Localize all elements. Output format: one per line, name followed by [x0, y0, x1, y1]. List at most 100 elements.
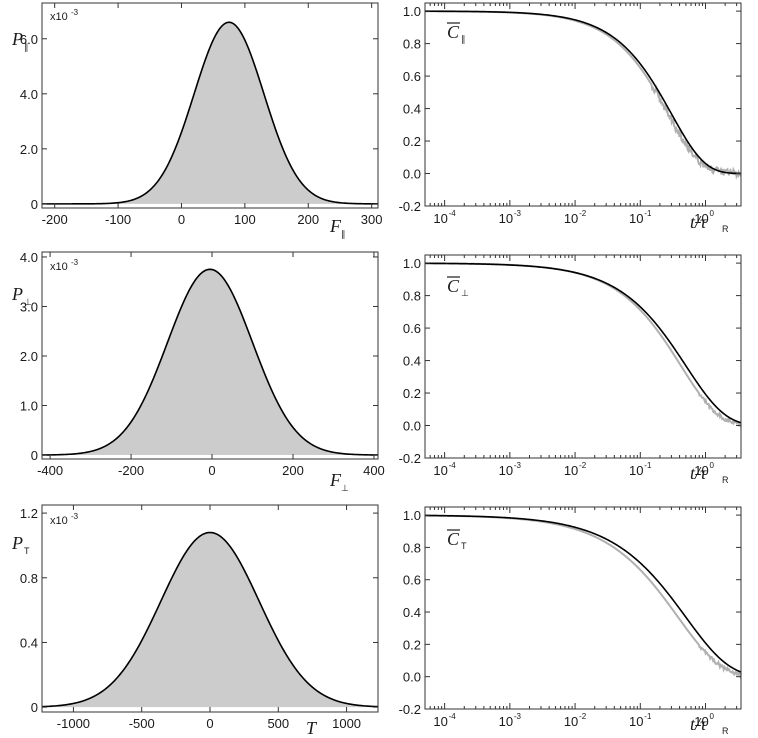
c-perp-ytick-label: 0.2	[403, 386, 421, 401]
p-par-xlabel-sub: ∥	[341, 229, 346, 239]
p-perp-xtick-label: -200	[118, 463, 144, 478]
c-perp-ylabel-sub: ⊥	[461, 288, 469, 298]
p-par-ytick-label: 2.0	[20, 142, 38, 157]
c-t-xtick-exp: -3	[514, 712, 522, 721]
c-perp-frame	[424, 254, 742, 459]
panel-c-torque: 10 -4 10 -3 10 -2 10 -1 10 0-0.20.00.20.40.60.81.…	[399, 506, 742, 736]
panel-c-perpendicular: 10 -4 10 -3 10 -2 10 -1 10 0-0.20.00.20.40.60.81.…	[399, 254, 742, 485]
p-perp-ytick-label: 2.0	[20, 349, 38, 364]
c-par-xtick-exp: 0	[710, 209, 715, 218]
p-perp-xlabel: F	[329, 470, 342, 490]
p-par-xtick-label: -200	[42, 212, 68, 227]
p-par-ylabel: P	[11, 29, 23, 49]
c-par-ytick-label: 1.0	[403, 4, 421, 19]
p-par-ytick-label: 0	[31, 197, 38, 212]
c-t-xtick-label: 10	[499, 714, 513, 729]
c-par-frame	[424, 2, 742, 207]
c-t-ytick-label: 0.0	[403, 670, 421, 685]
p-t-xtick-label: 500	[267, 716, 289, 731]
p-perp-histogram	[42, 269, 378, 456]
c-perp-xtick-label: 10	[694, 463, 708, 478]
p-t-ylabel-sub: T	[24, 546, 30, 556]
c-par-xtick-label: 10	[433, 211, 447, 226]
c-par-xtick-label: 10	[499, 211, 513, 226]
c-t-xlabel-sub: R	[722, 726, 729, 736]
p-perp-xtick-label: -400	[37, 463, 63, 478]
c-t-ytick-label: -0.2	[399, 702, 421, 717]
c-perp-data-line	[424, 262, 742, 428]
c-perp-xtick-exp: -4	[449, 461, 457, 470]
p-par-ytick-label: 6.0	[20, 32, 38, 47]
p-t-xlabel: T	[306, 718, 318, 738]
p-t-ytick-label: 0	[31, 700, 38, 715]
c-perp-xlabel: t/τ	[690, 463, 707, 483]
p-perp-ytick-label: 3.0	[20, 299, 38, 314]
p-perp-ylabel: P	[11, 284, 23, 304]
p-perp-ytick-label: 0	[31, 448, 38, 463]
c-t-xtick-exp: -2	[579, 712, 587, 721]
c-par-ytick-label: 0.0	[403, 167, 421, 182]
c-t-ytick-label: 0.8	[403, 540, 421, 555]
p-perp-xlabel-sub: ⊥	[341, 483, 349, 493]
c-t-ytick-label: 1.0	[403, 508, 421, 523]
c-par-xlabel: t/τ	[690, 212, 707, 232]
p-par-histogram	[42, 22, 378, 204]
p-par-ylabel-sub: ∥	[24, 42, 29, 52]
p-par-multiplier: x10	[50, 11, 68, 23]
p-perp-xtick-label: 0	[208, 463, 215, 478]
p-t-xtick-label: 1000	[332, 716, 361, 731]
c-perp-ytick-label: -0.2	[399, 451, 421, 466]
c-perp-xtick-label: 10	[499, 463, 513, 478]
c-t-data-line	[424, 514, 742, 680]
c-par-xtick-label: 10	[629, 211, 643, 226]
c-t-xtick-exp: 0	[710, 712, 715, 721]
p-perp-ytick-label: 4.0	[20, 250, 38, 265]
p-t-histogram	[42, 532, 378, 708]
c-perp-ytick-label: 0.8	[403, 289, 421, 304]
p-perp-ytick-label: 1.0	[20, 399, 38, 414]
c-par-ytick-label: 0.2	[403, 134, 421, 149]
p-t-ylabel: P	[11, 533, 23, 553]
p-t-ytick-label: 1.2	[20, 506, 38, 521]
p-t-xtick-label: 0	[206, 716, 213, 731]
c-t-xtick-label: 10	[433, 714, 447, 729]
c-t-ylabel: C	[447, 529, 460, 549]
c-par-xtick-exp: -1	[644, 209, 652, 218]
p-par-xtick-label: 200	[297, 212, 319, 227]
p-perp-fit-line	[41, 268, 379, 456]
c-perp-ytick-label: 0.0	[403, 419, 421, 434]
c-perp-xtick-exp: 0	[710, 461, 715, 470]
p-perp-multiplier-exp: -3	[71, 258, 79, 267]
p-par-xtick-label: 0	[178, 212, 185, 227]
p-t-fit-line	[41, 531, 379, 708]
c-par-ytick-label: 0.8	[403, 37, 421, 52]
c-perp-xtick-label: 10	[629, 463, 643, 478]
c-t-xtick-label: 10	[629, 714, 643, 729]
c-perp-xtick-label: 10	[433, 463, 447, 478]
c-t-frame	[424, 506, 742, 710]
p-t-multiplier-exp: -3	[71, 512, 79, 521]
c-par-xtick-label: 10	[694, 211, 708, 226]
c-t-xlabel: t/τ	[690, 714, 707, 734]
c-t-ytick-label: 0.2	[403, 637, 421, 652]
c-t-xtick-exp: -1	[644, 712, 652, 721]
c-t-ytick-label: 0.4	[403, 605, 421, 620]
p-t-ytick-label: 0.4	[20, 635, 38, 650]
p-par-ytick-label: 4.0	[20, 87, 38, 102]
p-par-multiplier-exp: -3	[71, 8, 79, 17]
c-perp-xtick-exp: -2	[579, 461, 587, 470]
c-perp-xtick-exp: -3	[514, 461, 522, 470]
c-t-xtick-label: 10	[564, 714, 578, 729]
p-par-xlabel: F	[329, 216, 342, 236]
c-par-xtick-exp: -3	[514, 209, 522, 218]
c-t-fit-line	[424, 514, 742, 673]
c-par-fit-line	[425, 10, 742, 175]
c-par-ylabel-sub: ∥	[461, 34, 466, 44]
c-perp-ytick-label: 1.0	[403, 256, 421, 271]
c-par-xlabel-sub: R	[722, 224, 729, 234]
c-t-ylabel-sub: T	[461, 541, 467, 551]
